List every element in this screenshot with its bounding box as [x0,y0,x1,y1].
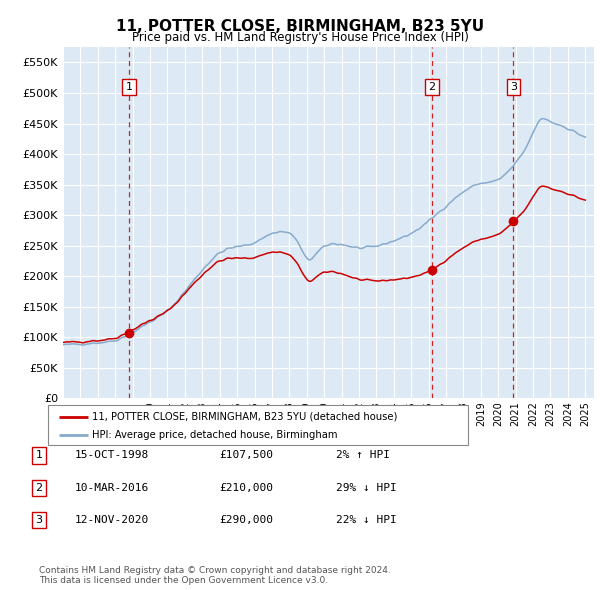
Text: 11, POTTER CLOSE, BIRMINGHAM, B23 5YU (detached house): 11, POTTER CLOSE, BIRMINGHAM, B23 5YU (d… [92,412,397,422]
Text: 1: 1 [35,451,43,460]
Text: 2: 2 [35,483,43,493]
Text: 11, POTTER CLOSE, BIRMINGHAM, B23 5YU: 11, POTTER CLOSE, BIRMINGHAM, B23 5YU [116,19,484,34]
Text: 22% ↓ HPI: 22% ↓ HPI [336,516,397,525]
Text: £107,500: £107,500 [219,451,273,460]
Text: 2% ↑ HPI: 2% ↑ HPI [336,451,390,460]
Text: Price paid vs. HM Land Registry's House Price Index (HPI): Price paid vs. HM Land Registry's House … [131,31,469,44]
Text: 12-NOV-2020: 12-NOV-2020 [75,516,149,525]
Text: 1: 1 [125,82,133,92]
Text: 10-MAR-2016: 10-MAR-2016 [75,483,149,493]
Text: 3: 3 [510,82,517,92]
Text: Contains HM Land Registry data © Crown copyright and database right 2024.
This d: Contains HM Land Registry data © Crown c… [39,566,391,585]
Text: £210,000: £210,000 [219,483,273,493]
Text: £290,000: £290,000 [219,516,273,525]
Text: 2: 2 [428,82,436,92]
Text: 29% ↓ HPI: 29% ↓ HPI [336,483,397,493]
FancyBboxPatch shape [48,405,468,445]
Text: 3: 3 [35,516,43,525]
Text: 15-OCT-1998: 15-OCT-1998 [75,451,149,460]
Text: HPI: Average price, detached house, Birmingham: HPI: Average price, detached house, Birm… [92,431,338,440]
